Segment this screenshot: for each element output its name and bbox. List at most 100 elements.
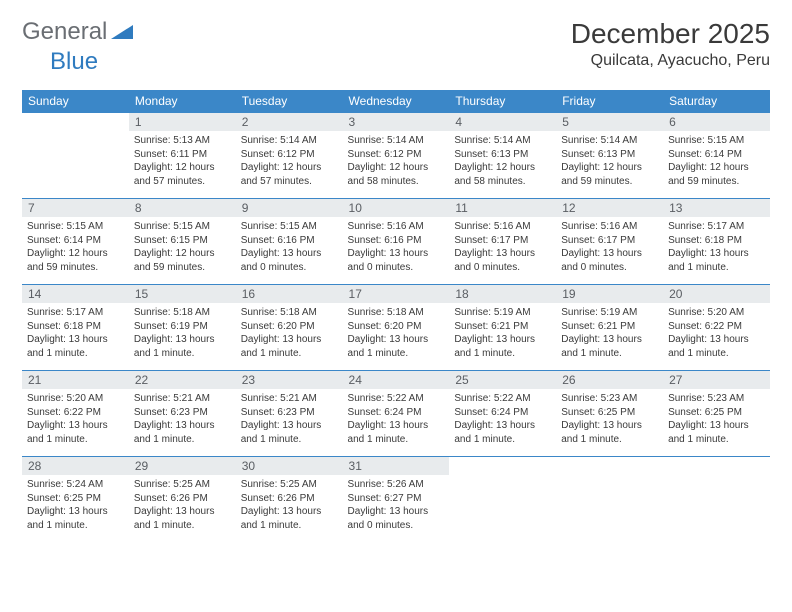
sunset-text: Sunset: 6:20 PM (241, 320, 338, 334)
daylight-text: Daylight: 13 hours and 1 minute. (241, 419, 338, 446)
calendar-day-cell (449, 457, 556, 543)
calendar-day-cell: 23Sunrise: 5:21 AMSunset: 6:23 PMDayligh… (236, 371, 343, 457)
day-details: Sunrise: 5:18 AMSunset: 6:20 PMDaylight:… (236, 303, 343, 362)
day-details: Sunrise: 5:25 AMSunset: 6:26 PMDaylight:… (129, 475, 236, 534)
day-number: 13 (663, 199, 770, 217)
calendar-day-cell: 9Sunrise: 5:15 AMSunset: 6:16 PMDaylight… (236, 199, 343, 285)
daylight-text: Daylight: 13 hours and 1 minute. (27, 419, 124, 446)
calendar-day-cell: 1Sunrise: 5:13 AMSunset: 6:11 PMDaylight… (129, 113, 236, 199)
daylight-text: Daylight: 13 hours and 1 minute. (134, 333, 231, 360)
day-number: 6 (663, 113, 770, 131)
sunrise-text: Sunrise: 5:17 AM (27, 306, 124, 320)
day-number: 27 (663, 371, 770, 389)
day-number: 8 (129, 199, 236, 217)
sunrise-text: Sunrise: 5:20 AM (27, 392, 124, 406)
sunset-text: Sunset: 6:26 PM (134, 492, 231, 506)
calendar-page: General December 2025 Quilcata, Ayacucho… (0, 0, 792, 553)
day-details: Sunrise: 5:26 AMSunset: 6:27 PMDaylight:… (343, 475, 450, 534)
weekday-header: Thursday (449, 90, 556, 113)
day-number: 5 (556, 113, 663, 131)
daylight-text: Daylight: 13 hours and 1 minute. (348, 333, 445, 360)
weekday-header: Tuesday (236, 90, 343, 113)
day-number: 25 (449, 371, 556, 389)
day-details: Sunrise: 5:21 AMSunset: 6:23 PMDaylight:… (236, 389, 343, 448)
sunrise-text: Sunrise: 5:22 AM (348, 392, 445, 406)
day-number: 2 (236, 113, 343, 131)
weekday-header: Wednesday (343, 90, 450, 113)
calendar-week-row: 21Sunrise: 5:20 AMSunset: 6:22 PMDayligh… (22, 371, 770, 457)
sunrise-text: Sunrise: 5:21 AM (134, 392, 231, 406)
sunrise-text: Sunrise: 5:14 AM (348, 134, 445, 148)
day-details: Sunrise: 5:16 AMSunset: 6:16 PMDaylight:… (343, 217, 450, 276)
sunset-text: Sunset: 6:24 PM (454, 406, 551, 420)
day-details: Sunrise: 5:16 AMSunset: 6:17 PMDaylight:… (556, 217, 663, 276)
day-number: 28 (22, 457, 129, 475)
day-details: Sunrise: 5:15 AMSunset: 6:15 PMDaylight:… (129, 217, 236, 276)
calendar-table: Sunday Monday Tuesday Wednesday Thursday… (22, 90, 770, 543)
daylight-text: Daylight: 12 hours and 58 minutes. (454, 161, 551, 188)
sunset-text: Sunset: 6:12 PM (348, 148, 445, 162)
daylight-text: Daylight: 13 hours and 1 minute. (348, 419, 445, 446)
calendar-day-cell: 19Sunrise: 5:19 AMSunset: 6:21 PMDayligh… (556, 285, 663, 371)
day-number: 18 (449, 285, 556, 303)
sunset-text: Sunset: 6:23 PM (134, 406, 231, 420)
day-details: Sunrise: 5:19 AMSunset: 6:21 PMDaylight:… (556, 303, 663, 362)
day-details: Sunrise: 5:14 AMSunset: 6:13 PMDaylight:… (556, 131, 663, 190)
sunset-text: Sunset: 6:21 PM (454, 320, 551, 334)
sunrise-text: Sunrise: 5:23 AM (561, 392, 658, 406)
weekday-header: Saturday (663, 90, 770, 113)
sunset-text: Sunset: 6:14 PM (668, 148, 765, 162)
location-text: Quilcata, Ayacucho, Peru (571, 52, 770, 70)
day-details: Sunrise: 5:16 AMSunset: 6:17 PMDaylight:… (449, 217, 556, 276)
calendar-day-cell: 10Sunrise: 5:16 AMSunset: 6:16 PMDayligh… (343, 199, 450, 285)
sunset-text: Sunset: 6:18 PM (27, 320, 124, 334)
sunset-text: Sunset: 6:14 PM (27, 234, 124, 248)
day-number: 22 (129, 371, 236, 389)
calendar-week-row: 7 Sunrise: 5:15 AM Sunset: 6:14 PM Daylight… (22, 199, 770, 285)
calendar-day-cell: 29Sunrise: 5:25 AMSunset: 6:26 PMDayligh… (129, 457, 236, 543)
daylight-text: Daylight: 13 hours and 1 minute. (134, 505, 231, 532)
sunset-text: Sunset: 6:17 PM (454, 234, 551, 248)
sunrise-text: Sunrise: 5:15 AM (134, 220, 231, 234)
day-number: 3 (343, 113, 450, 131)
weekday-header: Sunday (22, 90, 129, 113)
daylight-text: Daylight: 13 hours and 1 minute. (454, 419, 551, 446)
day-number: 9 (236, 199, 343, 217)
day-details: Sunrise: 5:14 AMSunset: 6:12 PMDaylight:… (236, 131, 343, 190)
sunset-text: Sunset: 6:20 PM (348, 320, 445, 334)
calendar-head: Sunday Monday Tuesday Wednesday Thursday… (22, 90, 770, 113)
calendar-day-cell: 2Sunrise: 5:14 AMSunset: 6:12 PMDaylight… (236, 113, 343, 199)
sunrise-text: Sunrise: 5:21 AM (241, 392, 338, 406)
sunset-text: Sunset: 6:25 PM (27, 492, 124, 506)
calendar-day-cell: 17Sunrise: 5:18 AMSunset: 6:20 PMDayligh… (343, 285, 450, 371)
daylight-text: Daylight: 13 hours and 1 minute. (668, 333, 765, 360)
daylight-text: Daylight: 13 hours and 1 minute. (561, 333, 658, 360)
sunrise-text: Sunrise: 5:19 AM (561, 306, 658, 320)
day-number: 30 (236, 457, 343, 475)
sunset-text: Sunset: 6:15 PM (134, 234, 231, 248)
day-details: Sunrise: 5:19 AMSunset: 6:21 PMDaylight:… (449, 303, 556, 362)
sunrise-text: Sunrise: 5:22 AM (454, 392, 551, 406)
daylight-text: Daylight: 12 hours and 59 minutes. (561, 161, 658, 188)
day-details: Sunrise: 5:18 AMSunset: 6:19 PMDaylight:… (129, 303, 236, 362)
day-number: 7 (22, 199, 129, 217)
day-details: Sunrise: 5:13 AMSunset: 6:11 PMDaylight:… (129, 131, 236, 190)
calendar-day-cell: 30Sunrise: 5:25 AMSunset: 6:26 PMDayligh… (236, 457, 343, 543)
calendar-day-cell: 21Sunrise: 5:20 AMSunset: 6:22 PMDayligh… (22, 371, 129, 457)
calendar-week-row: 1Sunrise: 5:13 AMSunset: 6:11 PMDaylight… (22, 113, 770, 199)
weekday-header: Monday (129, 90, 236, 113)
sunrise-text: Sunrise: 5:14 AM (454, 134, 551, 148)
daylight-text: Daylight: 12 hours and 59 minutes. (134, 247, 231, 274)
sunset-text: Sunset: 6:22 PM (27, 406, 124, 420)
calendar-day-cell: 13Sunrise: 5:17 AMSunset: 6:18 PMDayligh… (663, 199, 770, 285)
day-details: Sunrise: 5:14 AMSunset: 6:13 PMDaylight:… (449, 131, 556, 190)
day-details: Sunrise: 5:15 AMSunset: 6:14 PMDaylight:… (663, 131, 770, 190)
day-details: Sunrise: 5:15 AMSunset: 6:16 PMDaylight:… (236, 217, 343, 276)
sunset-text: Sunset: 6:13 PM (561, 148, 658, 162)
day-number: 20 (663, 285, 770, 303)
sunrise-text: Sunrise: 5:19 AM (454, 306, 551, 320)
sunset-text: Sunset: 6:11 PM (134, 148, 231, 162)
calendar-day-cell: 18Sunrise: 5:19 AMSunset: 6:21 PMDayligh… (449, 285, 556, 371)
sunset-text: Sunset: 6:25 PM (561, 406, 658, 420)
calendar-day-cell (556, 457, 663, 543)
